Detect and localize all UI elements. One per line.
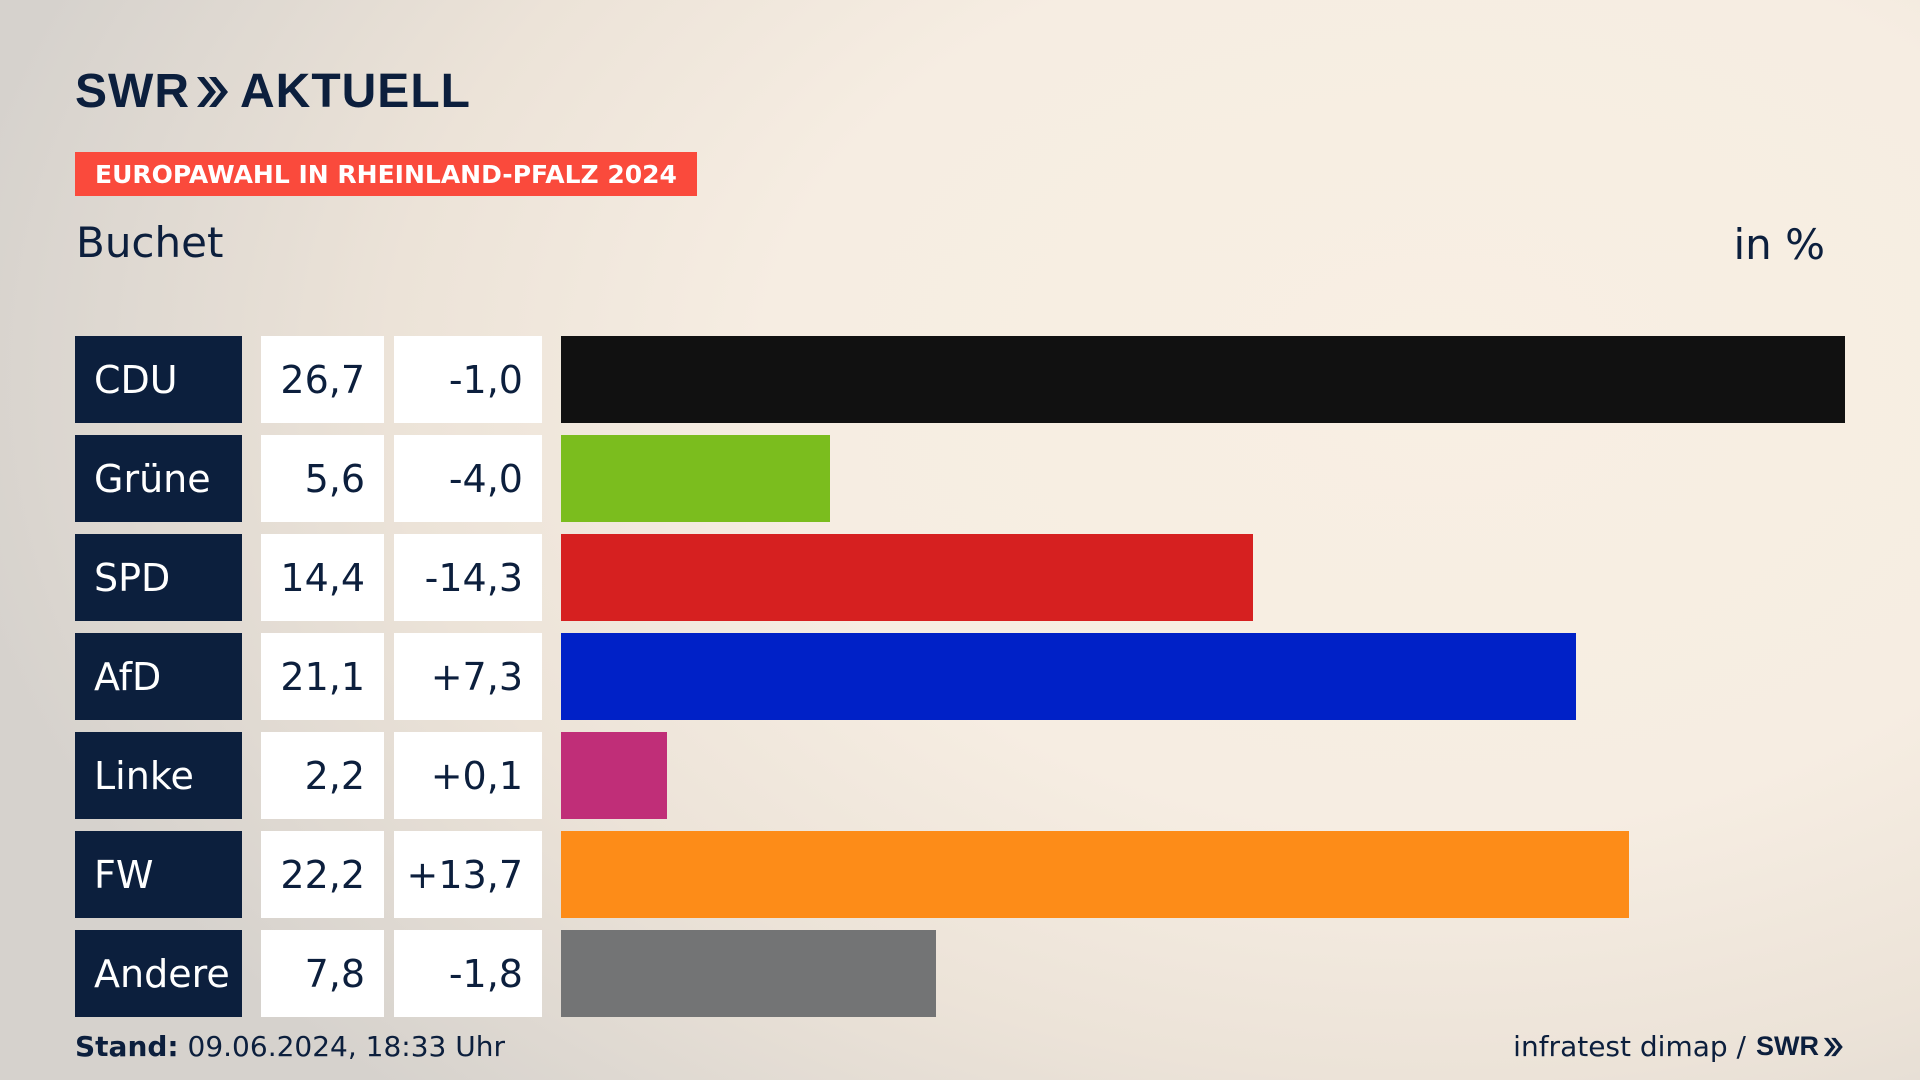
stand-label: Stand: [75,1030,179,1063]
logo-swr-text: SWR [75,65,190,118]
change-label: -1,8 [394,930,542,1017]
source-credit: infratest dimap / SWR [1513,1030,1844,1063]
party-label: Andere [75,930,242,1017]
change-label: -14,3 [394,534,542,621]
vote-share-label: 26,7 [261,336,384,423]
bar [561,633,1576,720]
change-label: +0,1 [394,732,542,819]
party-label: AfD [75,633,242,720]
bar [561,732,667,819]
party-label: SPD [75,534,242,621]
party-label: Grüne [75,435,242,522]
swr-small-text: SWR [1756,1031,1819,1061]
party-label: CDU [75,336,242,423]
vote-share-label: 22,2 [261,831,384,918]
bar [561,435,830,522]
double-chevron-right-icon [194,74,230,110]
change-label: -1,0 [394,336,542,423]
vote-share-label: 7,8 [261,930,384,1017]
vote-share-label: 2,2 [261,732,384,819]
bar [561,336,1845,423]
page-title: Buchet [76,218,224,267]
bar [561,534,1253,621]
change-label: -4,0 [394,435,542,522]
double-chevron-right-icon [1823,1037,1843,1056]
vote-share-label: 5,6 [261,435,384,522]
bar [561,831,1629,918]
bar [561,930,936,1017]
stand-value: 09.06.2024, 18:33 Uhr [187,1030,505,1063]
unit-label: in % [1733,220,1825,269]
source-text: infratest dimap / [1513,1030,1746,1063]
timestamp: Stand: 09.06.2024, 18:33 Uhr [75,1030,505,1063]
party-label: FW [75,831,242,918]
vote-share-label: 21,1 [261,633,384,720]
vote-share-label: 14,4 [261,534,384,621]
change-label: +13,7 [394,831,542,918]
election-tag: EUROPAWAHL IN RHEINLAND-PFALZ 2024 [75,152,697,196]
logo-aktuell-text: AKTUELL [239,65,471,118]
party-label: Linke [75,732,242,819]
change-label: +7,3 [394,633,542,720]
swr-small-logo: SWR [1756,1031,1844,1062]
swr-aktuell-logo: SWR AKTUELL [75,68,471,116]
